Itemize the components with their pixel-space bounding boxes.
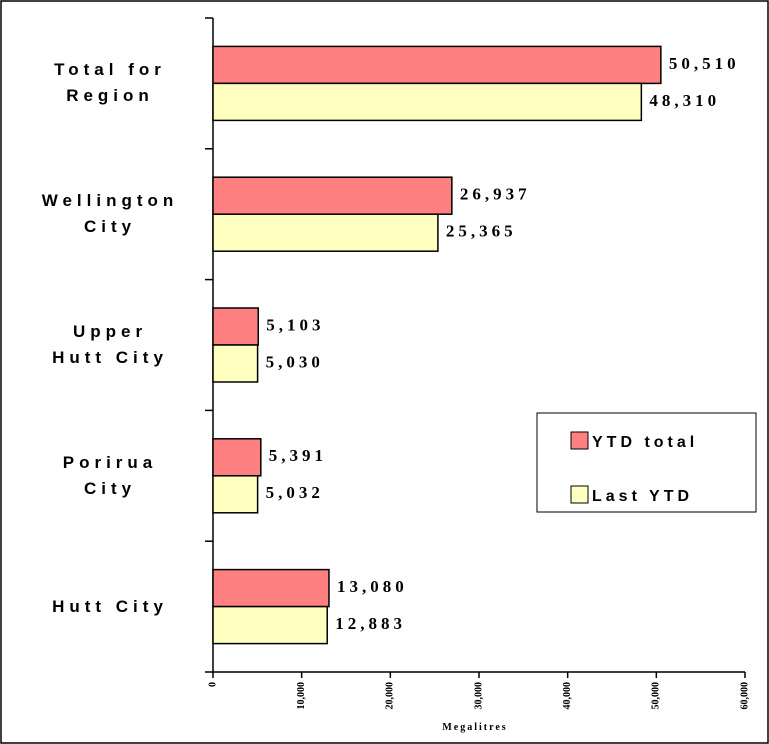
value-label: 13,080 bbox=[337, 577, 408, 596]
value-label: 50,510 bbox=[669, 54, 740, 73]
x-tick-label: 60,000 bbox=[739, 682, 750, 710]
legend-label: Last YTD bbox=[592, 488, 693, 505]
value-label: 26,937 bbox=[460, 185, 531, 204]
category-label: Hutt City bbox=[52, 596, 168, 616]
value-label: 48,310 bbox=[649, 91, 720, 110]
legend-swatch bbox=[570, 485, 589, 504]
bar bbox=[212, 45, 662, 85]
bar bbox=[212, 475, 259, 514]
value-label: 5,032 bbox=[266, 483, 324, 502]
bar bbox=[212, 82, 643, 122]
value-label: 5,103 bbox=[266, 315, 324, 334]
bar bbox=[212, 568, 330, 608]
bar bbox=[212, 176, 453, 215]
category-label: Upper Hutt City bbox=[52, 322, 168, 367]
x-axis-title: Megalitres bbox=[442, 722, 507, 733]
category-label: Total for Region bbox=[54, 60, 166, 106]
x-tick-label: 40,000 bbox=[562, 682, 573, 710]
x-tick-label: 30,000 bbox=[473, 682, 484, 710]
legend-label: YTD total bbox=[592, 434, 698, 451]
bar bbox=[212, 213, 439, 252]
x-tick-label: 20,000 bbox=[385, 682, 396, 710]
x-tick-label: 0 bbox=[207, 682, 218, 687]
bar bbox=[212, 605, 328, 645]
category-label: Wellington City bbox=[41, 191, 179, 237]
value-label: 5,030 bbox=[266, 352, 324, 371]
bar bbox=[212, 307, 259, 346]
value-label: 12,883 bbox=[335, 614, 406, 633]
value-label: 25,365 bbox=[446, 222, 517, 241]
x-tick-label: 50,000 bbox=[651, 682, 662, 710]
category-label: Porirua City bbox=[62, 452, 158, 498]
bar bbox=[212, 344, 259, 383]
value-label: 5,391 bbox=[269, 446, 327, 465]
legend-swatch bbox=[570, 431, 589, 450]
bar bbox=[212, 438, 262, 477]
x-tick-label: 10,000 bbox=[296, 682, 307, 710]
